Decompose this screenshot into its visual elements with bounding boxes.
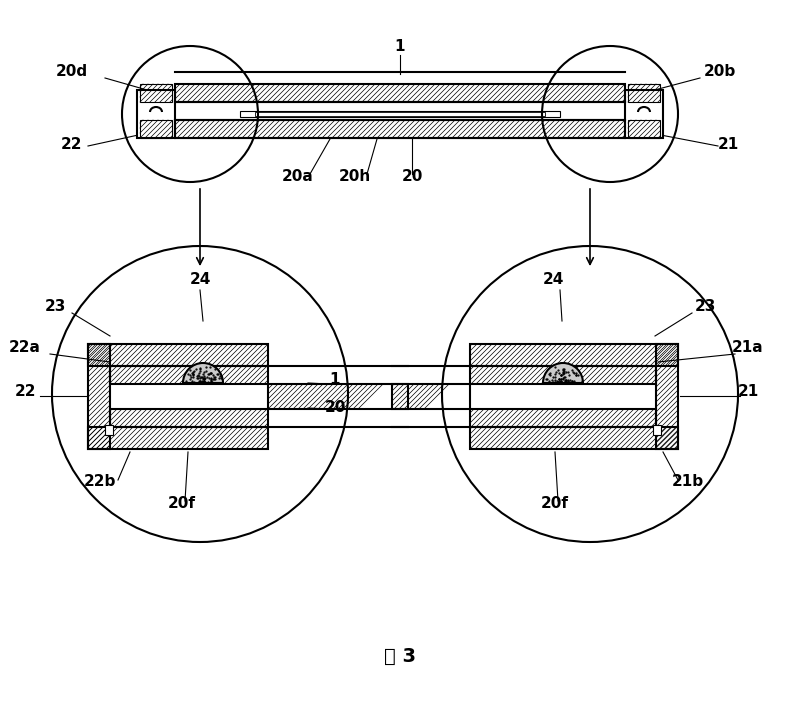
Text: 1: 1 [394, 39, 406, 54]
Text: 21b: 21b [672, 474, 704, 489]
Text: 20: 20 [324, 400, 346, 415]
Bar [140, 84, 172, 102]
Text: 图 3: 图 3 [384, 646, 416, 665]
Text: 22b: 22b [84, 474, 116, 489]
Bar [470, 384, 656, 409]
Bar [625, 90, 663, 138]
Text: 21: 21 [738, 384, 758, 399]
Bar [110, 384, 268, 409]
Bar [105, 425, 113, 435]
Text: 20: 20 [402, 169, 422, 184]
Text: 20a: 20a [282, 169, 314, 184]
Bar [392, 384, 470, 409]
Bar [656, 344, 678, 449]
Text: 23: 23 [694, 299, 716, 314]
Text: 21: 21 [718, 137, 738, 152]
Text: 22a: 22a [9, 340, 41, 355]
Bar [628, 84, 660, 102]
Bar [137, 90, 175, 138]
Bar [470, 344, 678, 366]
Bar [110, 366, 268, 384]
Bar [175, 120, 625, 138]
Bar [88, 344, 110, 449]
Wedge shape [543, 363, 583, 383]
Text: 20d: 20d [56, 64, 88, 79]
Bar [470, 366, 656, 384]
Text: 1: 1 [330, 372, 340, 387]
Text: 24: 24 [542, 272, 564, 287]
Text: 20f: 20f [168, 496, 196, 511]
Bar [470, 427, 678, 449]
Text: 22: 22 [62, 137, 82, 152]
Text: 21a: 21a [732, 340, 764, 355]
Bar [110, 409, 268, 427]
Text: 24: 24 [190, 272, 210, 287]
Bar [240, 111, 560, 117]
Bar [628, 120, 660, 138]
Bar [653, 425, 661, 435]
Text: 23: 23 [44, 299, 66, 314]
Bar [88, 344, 268, 366]
Wedge shape [183, 363, 223, 383]
Bar [88, 427, 268, 449]
Text: 20b: 20b [704, 64, 736, 79]
Bar [255, 112, 545, 116]
Bar [268, 384, 408, 409]
Text: 20h: 20h [339, 169, 371, 184]
Text: 20f: 20f [541, 496, 569, 511]
Bar [470, 344, 678, 449]
Bar [88, 344, 268, 449]
Bar [140, 120, 172, 138]
Bar [470, 409, 656, 427]
Bar [175, 84, 625, 102]
Text: 22: 22 [14, 384, 36, 399]
